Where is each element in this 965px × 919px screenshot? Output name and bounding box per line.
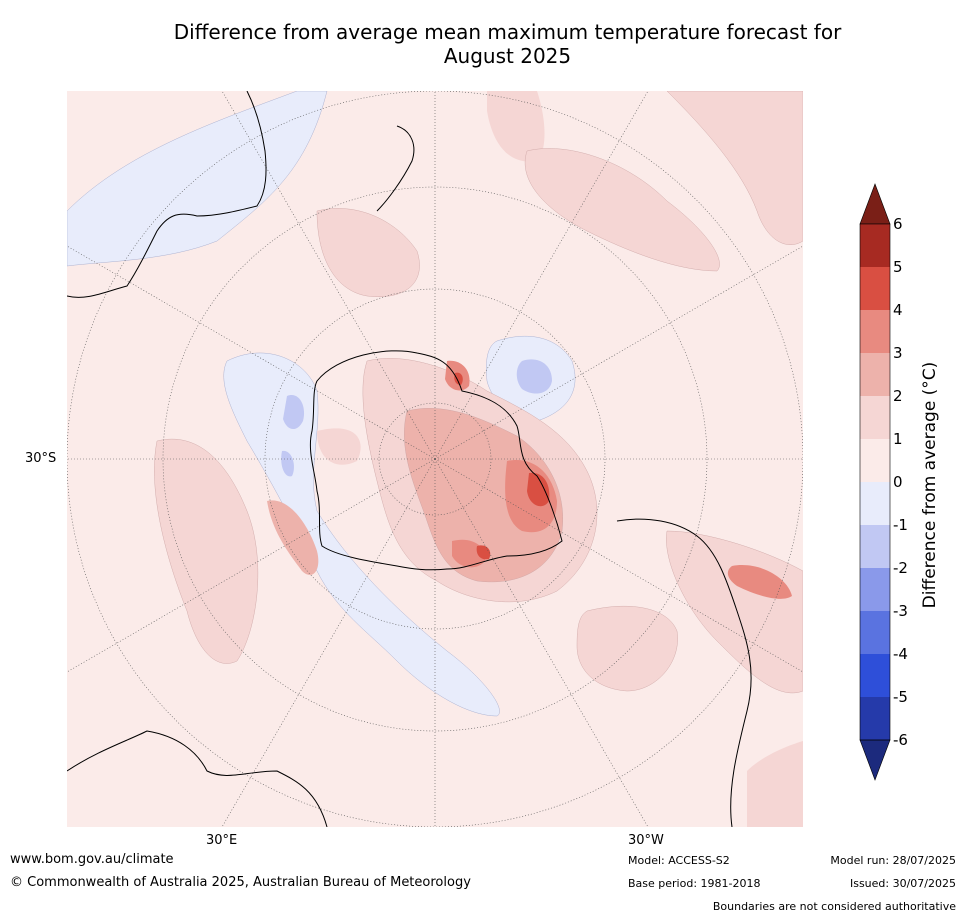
title-line-2: August 2025 — [443, 44, 572, 68]
colorbar-tick-label: 2 — [893, 387, 903, 405]
anomaly-region-positive — [454, 372, 463, 385]
colorbar-tick-labels: 6 5 4 3 2 1 0 -1 -2 -3 -4 -5 -6 — [893, 215, 908, 749]
chart-title: Difference from average mean maximum tem… — [60, 20, 955, 68]
coastline-antarctica — [309, 350, 563, 571]
colorbar-tick-label: -4 — [893, 645, 908, 663]
anomaly-region-negative — [516, 359, 552, 394]
colorbar-outline — [859, 223, 891, 741]
anomaly-region-positive — [727, 565, 792, 599]
colorbar-swatch — [860, 224, 890, 267]
longitude-label-30w: 30°W — [628, 833, 664, 848]
longitude-label-30e: 30°E — [206, 833, 238, 848]
anomaly-region-positive — [317, 428, 361, 465]
graticule — [67, 91, 803, 827]
issued-text: Issued: 30/07/2025 — [849, 877, 956, 890]
website-link[interactable]: www.bom.gov.au/climate — [10, 852, 174, 867]
colorbar-swatch — [860, 654, 890, 697]
anomaly-region-positive — [576, 606, 678, 692]
colorbar: 6 5 4 3 2 1 0 -1 -2 -3 -4 -5 -6 Difference from aver… — [859, 183, 940, 781]
colorbar-tick-label: 4 — [893, 301, 903, 319]
colorbar-swatch — [860, 353, 890, 396]
anomaly-region-positive — [527, 472, 550, 507]
colorbar-boxes — [859, 183, 891, 781]
anomaly-region-positive — [316, 208, 420, 297]
colorbar-swatch — [860, 439, 890, 482]
colorbar-swatch — [860, 568, 890, 611]
colorbar-label: Difference from average (°C) — [920, 362, 940, 609]
polar-map — [67, 91, 803, 827]
colorbar-swatch — [860, 697, 890, 740]
boundaries-note: Boundaries are not considered authoritat… — [712, 900, 956, 913]
anomaly-region-positive — [452, 539, 486, 568]
anomaly-region-positive — [154, 439, 259, 664]
colorbar-swatch — [860, 482, 890, 525]
latitude-label-30s: 30°S — [25, 451, 57, 466]
anomaly-region-positive — [267, 500, 319, 575]
colorbar-tick-label: -5 — [893, 688, 908, 706]
coastline-new-zealand — [376, 125, 415, 212]
colorbar-tick-label: 1 — [893, 430, 903, 448]
title-line-1: Difference from average mean maximum tem… — [173, 20, 842, 44]
colorbar-tick-label: 6 — [893, 215, 903, 233]
anomaly-region-negative — [283, 395, 305, 430]
coastlines — [67, 91, 752, 827]
anomaly-region-positive — [666, 91, 803, 245]
coastline-africa — [67, 730, 328, 827]
model-text: Model: ACCESS-S2 — [628, 854, 730, 867]
anomaly-region-positive — [404, 408, 563, 583]
base-period-text: Base period: 1981-2018 — [628, 877, 761, 890]
anomaly-region-negative — [223, 352, 500, 717]
colorbar-tick-label: 0 — [893, 473, 903, 491]
colorbar-tick-label: -6 — [893, 731, 908, 749]
colorbar-extend-min — [859, 739, 891, 781]
colorbar-swatch — [860, 525, 890, 568]
colorbar-extend-max — [859, 183, 891, 225]
anomaly-region-positive — [525, 148, 720, 272]
colorbar-tick-label: -1 — [893, 516, 908, 534]
colorbar-tick-label: -2 — [893, 559, 908, 577]
colorbar-tick-label: 5 — [893, 258, 903, 276]
colorbar-swatch — [860, 310, 890, 353]
coastline-south-america — [616, 518, 752, 827]
anomaly-region-negative — [281, 450, 294, 477]
colorbar-swatch — [860, 396, 890, 439]
anomaly-region-positive — [487, 91, 545, 162]
colorbar-tick-label: 3 — [893, 344, 903, 362]
colorbar-tick-label: -3 — [893, 602, 908, 620]
coastline-australia — [67, 91, 267, 298]
colorbar-swatch — [860, 611, 890, 654]
copyright-text: © Commonwealth of Australia 2025, Austra… — [10, 875, 471, 890]
colorbar-swatch — [860, 267, 890, 310]
anomaly-region-positive — [476, 545, 491, 560]
anomaly-region-positive — [747, 741, 803, 827]
model-run-text: Model run: 28/07/2025 — [830, 854, 956, 867]
